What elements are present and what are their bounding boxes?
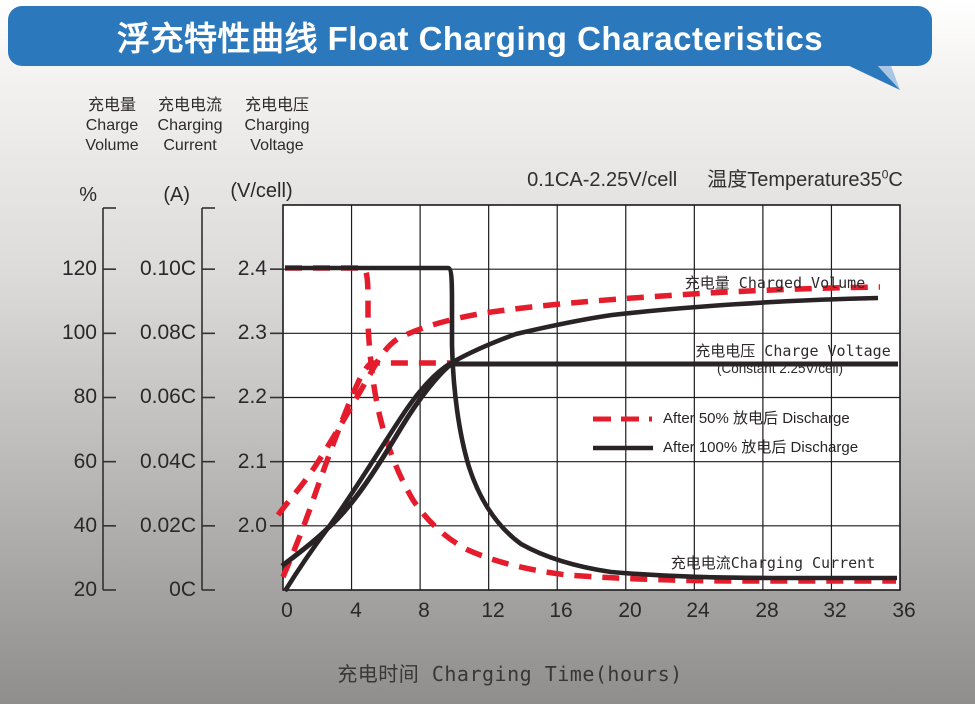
ytick-percent: 80 xyxy=(73,385,97,408)
ytick-percent: 20 xyxy=(73,578,97,601)
xtick: 28 xyxy=(755,599,779,622)
curve-charged-volume-50 xyxy=(275,284,881,517)
xtick: 16 xyxy=(549,599,573,622)
banner-tail xyxy=(843,63,900,90)
xtick: 20 xyxy=(618,599,642,622)
ytick-voltage: 2.0 xyxy=(237,514,267,537)
label-charge-voltage: 充电电压 Charge Voltage xyxy=(695,342,891,360)
banner-tail-highlight xyxy=(875,63,900,90)
condition-note-unit: C xyxy=(888,169,903,191)
xtick: 24 xyxy=(686,599,710,622)
xtick: 36 xyxy=(892,599,916,622)
axis-header-en: Charging xyxy=(244,117,310,134)
title-banner: 浮充特性曲线 Float Charging Characteristics xyxy=(8,6,932,66)
xtick: 0 xyxy=(281,599,293,622)
axis-header-en: Charge xyxy=(85,117,139,134)
ytick-current: 0.06C xyxy=(139,385,196,408)
unit-ampere: (A) xyxy=(163,184,190,206)
label-charging-current: 充电电流Charging Current xyxy=(670,554,876,572)
label-charged-volume: 充电量 Charged Volume xyxy=(684,274,866,292)
ytick-percent: 100 xyxy=(61,321,97,344)
curve-charging-current-100 xyxy=(285,265,897,581)
ytick-percent: 60 xyxy=(73,450,97,473)
axis-header-charging-voltage: 充电电压 Charging Voltage xyxy=(227,96,327,156)
condition-note: 0.1CA-2.25V/cell 温度Temperature350C xyxy=(480,163,950,192)
ytick-voltage: 2.4 xyxy=(237,257,267,280)
page-title: 浮充特性曲线 Float Charging Characteristics xyxy=(116,20,824,57)
degree-superscript: 0 xyxy=(881,167,889,182)
curve-charge-voltage-100 xyxy=(280,361,898,568)
xtick: 12 xyxy=(481,599,505,622)
xtick: 8 xyxy=(418,599,430,622)
xtick: 32 xyxy=(823,599,847,622)
ytick-current: 0.08C xyxy=(139,321,196,344)
xtick: 4 xyxy=(350,599,362,622)
axis-header-en: Voltage xyxy=(250,137,304,154)
axis-header-en: Charging xyxy=(157,117,223,134)
ytick-percent: 120 xyxy=(61,257,97,280)
ytick-current: 0.02C xyxy=(139,514,196,537)
ytick-percent: 40 xyxy=(73,514,97,537)
ytick-current: 0.10C xyxy=(139,257,196,280)
axis-header-en: Current xyxy=(163,137,217,154)
unit-v-per-cell: (V/cell) xyxy=(230,180,293,202)
axis-header-cn: 充电电压 xyxy=(244,97,309,114)
legend-item-50-discharge: After 50% 放电后 Discharge xyxy=(663,410,850,427)
ytick-voltage: 2.3 xyxy=(237,321,267,344)
axis-header-charging-current: 充电电流 Charging Current xyxy=(140,96,240,156)
condition-note-right: 温度Temperature35 xyxy=(707,169,882,191)
ytick-current: 0.04C xyxy=(139,450,196,473)
axis-header-charge-volume: 充电量 Charge Volume xyxy=(62,96,162,156)
axis-header-cn: 充电电流 xyxy=(157,97,222,114)
label-constant-voltage: (Constant 2.25V/cell) xyxy=(716,361,844,376)
axis-header-cn: 充电量 xyxy=(87,97,136,114)
curve-charge-voltage-50 xyxy=(280,360,450,579)
condition-note-left: 0.1CA-2.25V/cell xyxy=(527,169,678,191)
ytick-voltage: 2.2 xyxy=(237,385,267,408)
ytick-current: 0C xyxy=(169,578,196,601)
legend-item-100-discharge: After 100% 放电后 Discharge xyxy=(663,439,859,456)
ytick-voltage: 2.1 xyxy=(237,450,267,473)
x-axis-title: 充电时间 Charging Time(hours) xyxy=(337,662,683,686)
axis-header-en: Volume xyxy=(85,137,139,154)
curve-charging-current-50 xyxy=(285,265,896,584)
unit-percent: % xyxy=(79,184,97,206)
